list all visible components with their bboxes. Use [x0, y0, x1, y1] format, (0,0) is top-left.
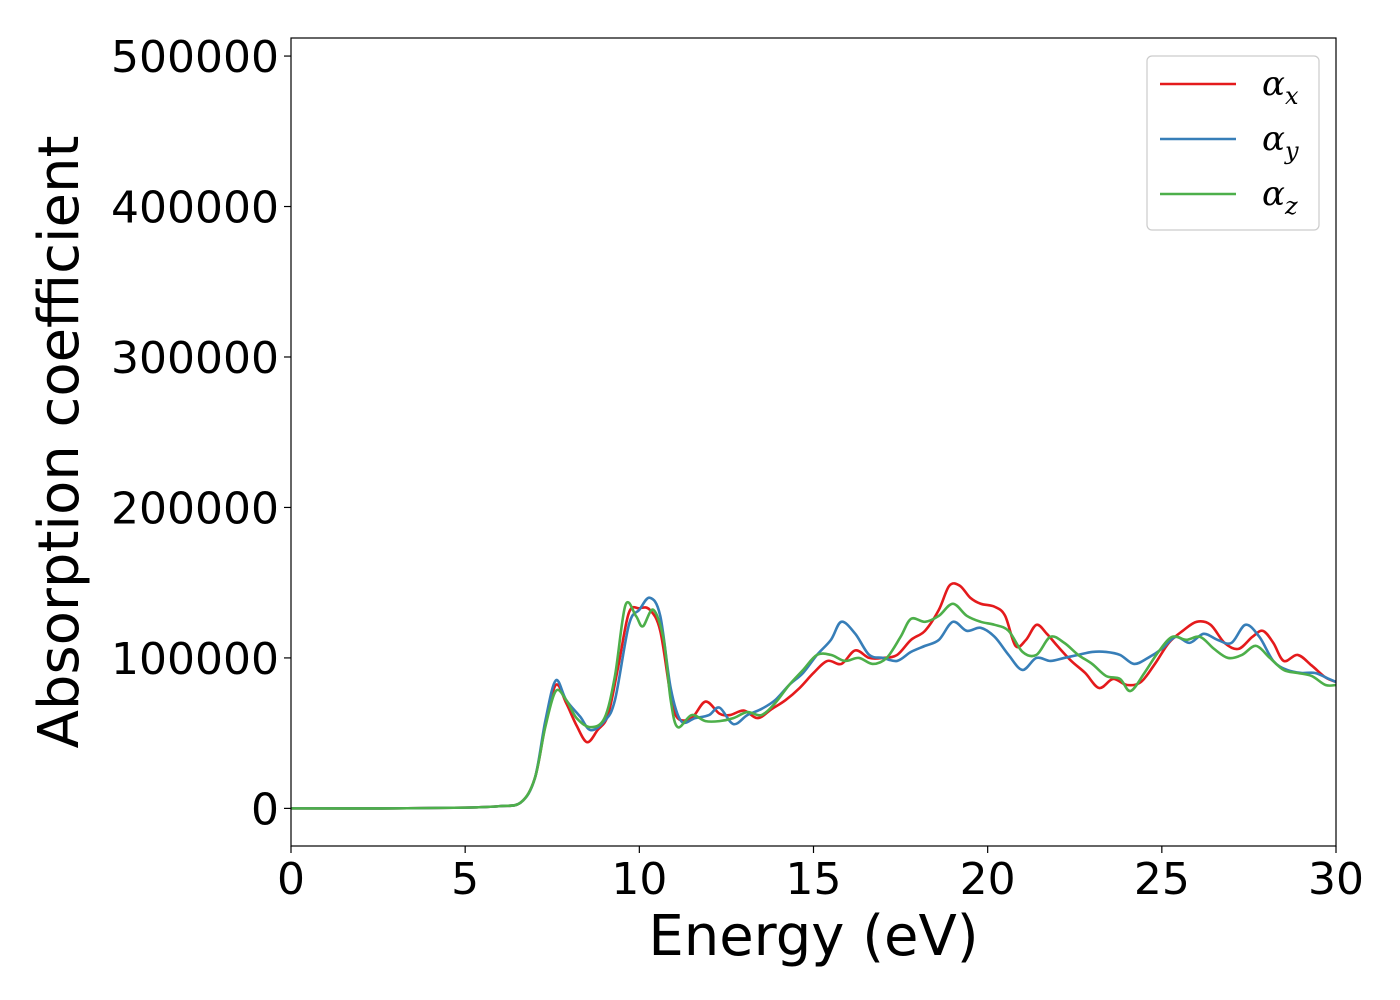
legend-box [1146, 55, 1320, 231]
y-tick-label: 500000 [111, 32, 279, 83]
x-tick-label: 0 [277, 854, 305, 905]
x-tick-label: 5 [451, 854, 479, 905]
x-axis: 0 5 10 15 20 25 30 [277, 846, 1364, 905]
x-tick-label: 20 [960, 854, 1016, 905]
y-tick-label: 100000 [111, 634, 279, 685]
y-tick-label: 0 [251, 784, 279, 835]
series-line-z [290, 600, 1337, 810]
y-tick-label: 400000 [111, 183, 279, 234]
y-axis-label: Absorption coefficient [27, 136, 92, 749]
x-tick-label: 25 [1134, 854, 1190, 905]
x-tick-label: 15 [786, 854, 842, 905]
y-axis: 0 100000 200000 300000 400000 500000 [111, 32, 291, 835]
y-tick-label: 300000 [111, 333, 279, 384]
x-axis-label: Energy (eV) [648, 904, 978, 969]
x-tick-label: 30 [1308, 854, 1364, 905]
series-layer [290, 582, 1337, 810]
x-tick-label: 10 [611, 854, 667, 905]
y-tick-label: 200000 [111, 483, 279, 534]
